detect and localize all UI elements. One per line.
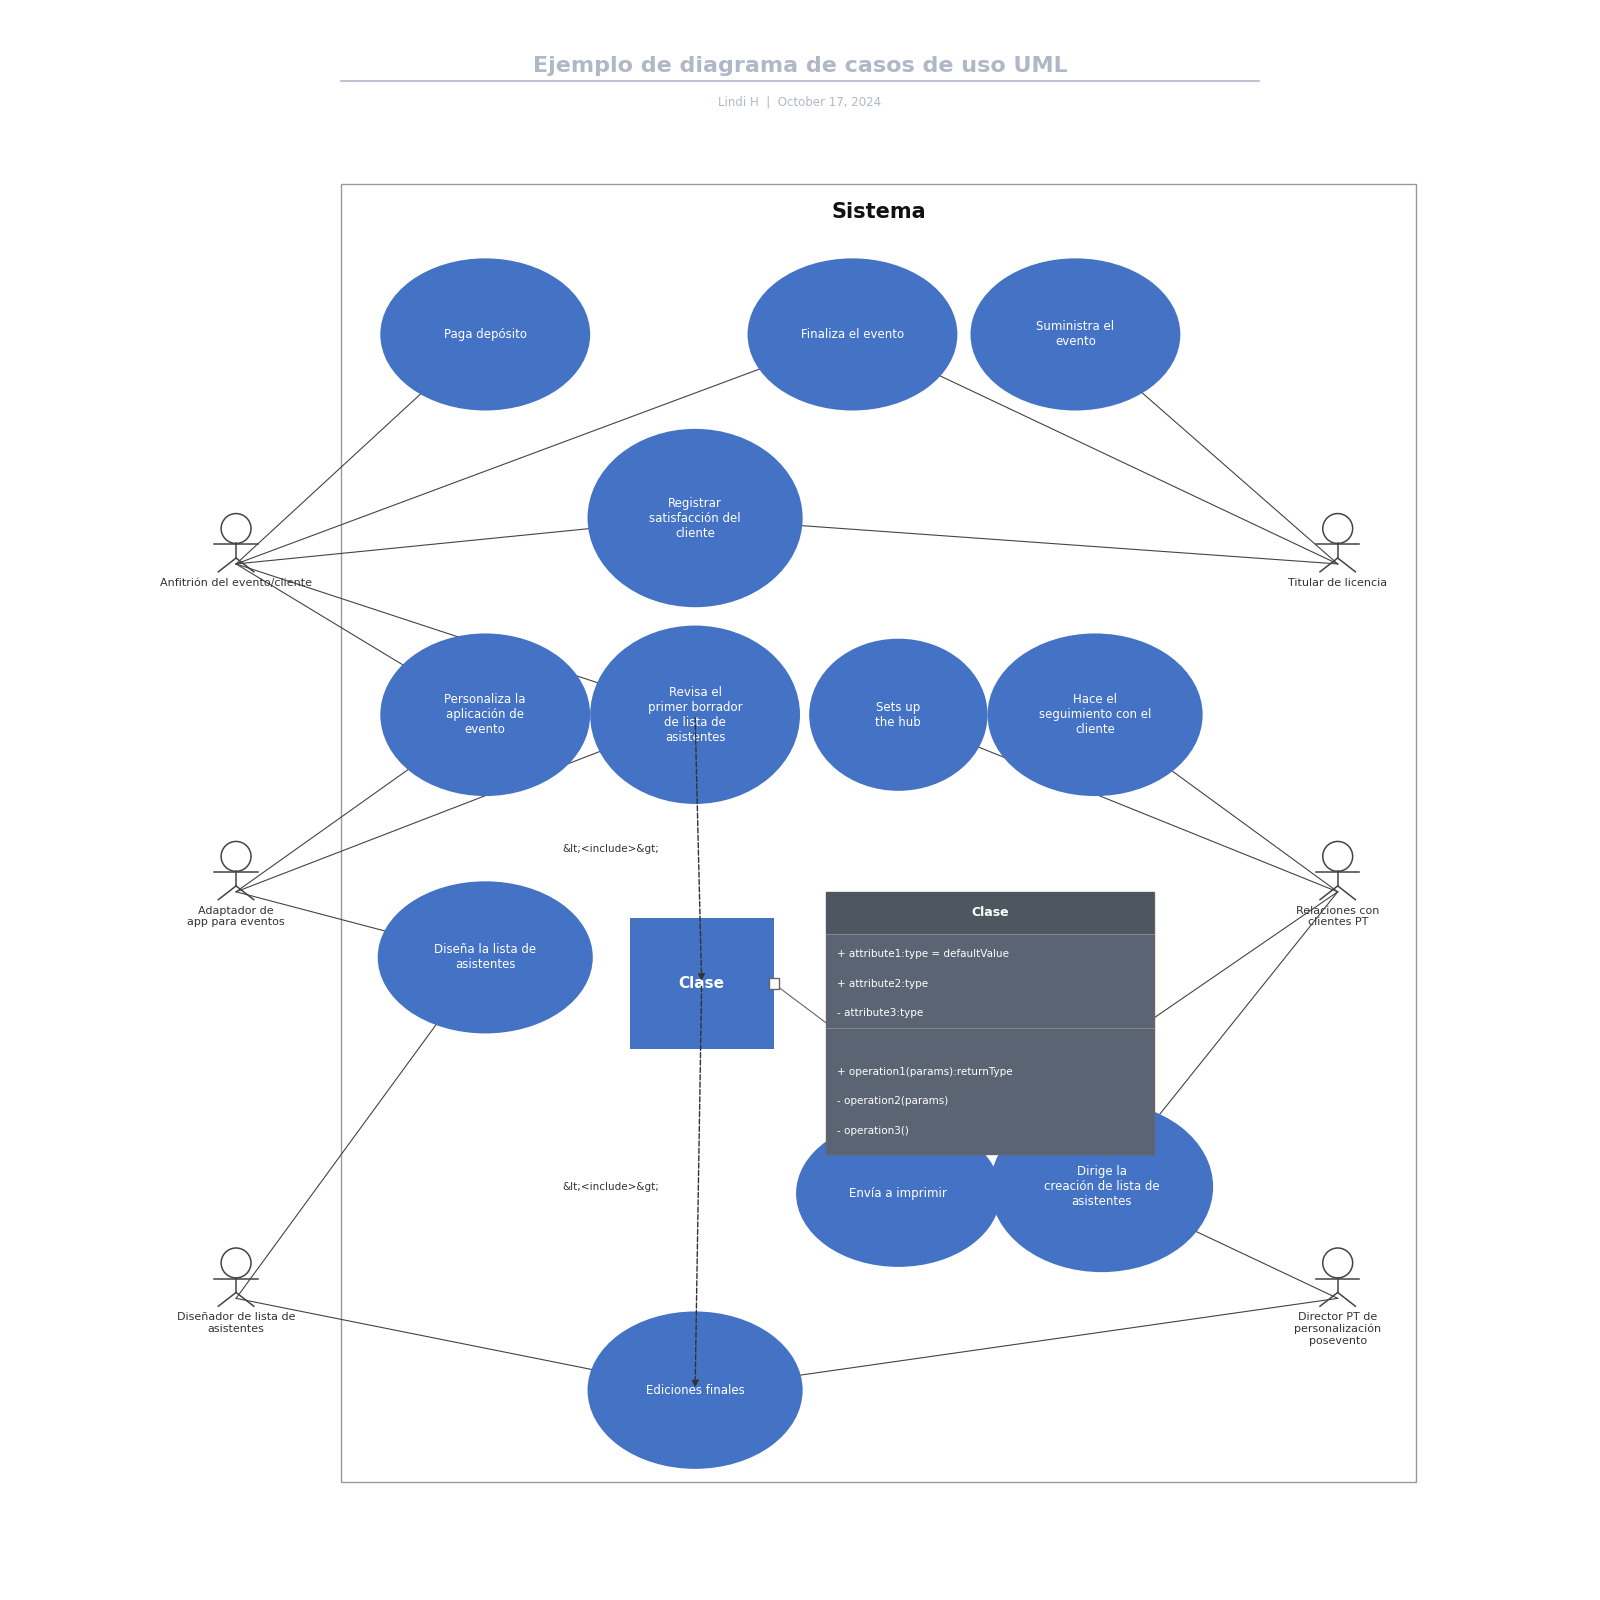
Text: Ediciones finales: Ediciones finales (646, 1384, 744, 1397)
Text: Revisa el
primer borrador
de lista de
asistentes: Revisa el primer borrador de lista de as… (648, 686, 742, 744)
Text: Registrar
satisfacción del
cliente: Registrar satisfacción del cliente (650, 496, 741, 539)
Text: Adaptador de
app para eventos: Adaptador de app para eventos (187, 906, 285, 926)
Text: Clase: Clase (971, 906, 1010, 920)
Bar (826, 891, 1154, 934)
Ellipse shape (587, 1312, 803, 1469)
Text: &lt;<include>&gt;: &lt;<include>&gt; (562, 845, 659, 854)
Ellipse shape (381, 634, 590, 797)
Text: + attribute1:type = defaultValue: + attribute1:type = defaultValue (837, 949, 1008, 960)
Text: - operation2(params): - operation2(params) (837, 1096, 947, 1106)
Text: Sistema: Sistema (832, 203, 926, 222)
Text: Director PT de
personalización
posevento: Director PT de personalización posevento (1294, 1312, 1381, 1346)
Text: + attribute2:type: + attribute2:type (837, 979, 928, 989)
Text: Suministra el
evento: Suministra el evento (1037, 320, 1115, 349)
Ellipse shape (971, 258, 1181, 411)
Text: Anfitrión del evento/cliente: Anfitrión del evento/cliente (160, 578, 312, 587)
Text: Diseñador de lista de
asistentes: Diseñador de lista de asistentes (178, 1312, 296, 1334)
Text: Finaliza el evento: Finaliza el evento (802, 328, 904, 341)
Ellipse shape (587, 429, 803, 608)
Ellipse shape (381, 258, 590, 411)
Text: Relaciones con
clientes PT: Relaciones con clientes PT (1296, 906, 1379, 926)
Text: - operation3(): - operation3() (837, 1125, 909, 1136)
Ellipse shape (797, 1120, 1000, 1267)
Bar (341, 184, 1416, 1482)
Ellipse shape (747, 258, 957, 411)
Text: Hace el
seguimiento con el
cliente: Hace el seguimiento con el cliente (1038, 693, 1152, 736)
Ellipse shape (378, 882, 592, 1034)
Text: Sets up
the hub: Sets up the hub (875, 701, 922, 728)
Text: - attribute3:type: - attribute3:type (837, 1008, 923, 1018)
Text: + operation1(params):returnType: + operation1(params):returnType (837, 1067, 1013, 1077)
Bar (768, 978, 779, 989)
Text: Personaliza la
aplicación de
evento: Personaliza la aplicación de evento (445, 693, 526, 736)
Text: &lt;<include>&gt;: &lt;<include>&gt; (562, 1182, 659, 1192)
Text: Envía a imprimir: Envía a imprimir (850, 1187, 947, 1200)
Text: Dirige la
creación de lista de
asistentes: Dirige la creación de lista de asistente… (1043, 1165, 1160, 1208)
Ellipse shape (810, 638, 987, 790)
Ellipse shape (987, 634, 1203, 797)
Text: Lindi H  |  October 17, 2024: Lindi H | October 17, 2024 (718, 96, 882, 109)
Text: Clase: Clase (678, 976, 725, 990)
Text: Diseña la lista de
asistentes: Diseña la lista de asistentes (434, 944, 536, 971)
Text: Ejemplo de diagrama de casos de uso UML: Ejemplo de diagrama de casos de uso UML (533, 56, 1067, 75)
Ellipse shape (590, 626, 800, 803)
Bar (826, 891, 1154, 1154)
Ellipse shape (990, 1102, 1213, 1272)
Text: Titular de licencia: Titular de licencia (1288, 578, 1387, 587)
Text: Paga depósito: Paga depósito (443, 328, 526, 341)
Bar (629, 918, 774, 1050)
